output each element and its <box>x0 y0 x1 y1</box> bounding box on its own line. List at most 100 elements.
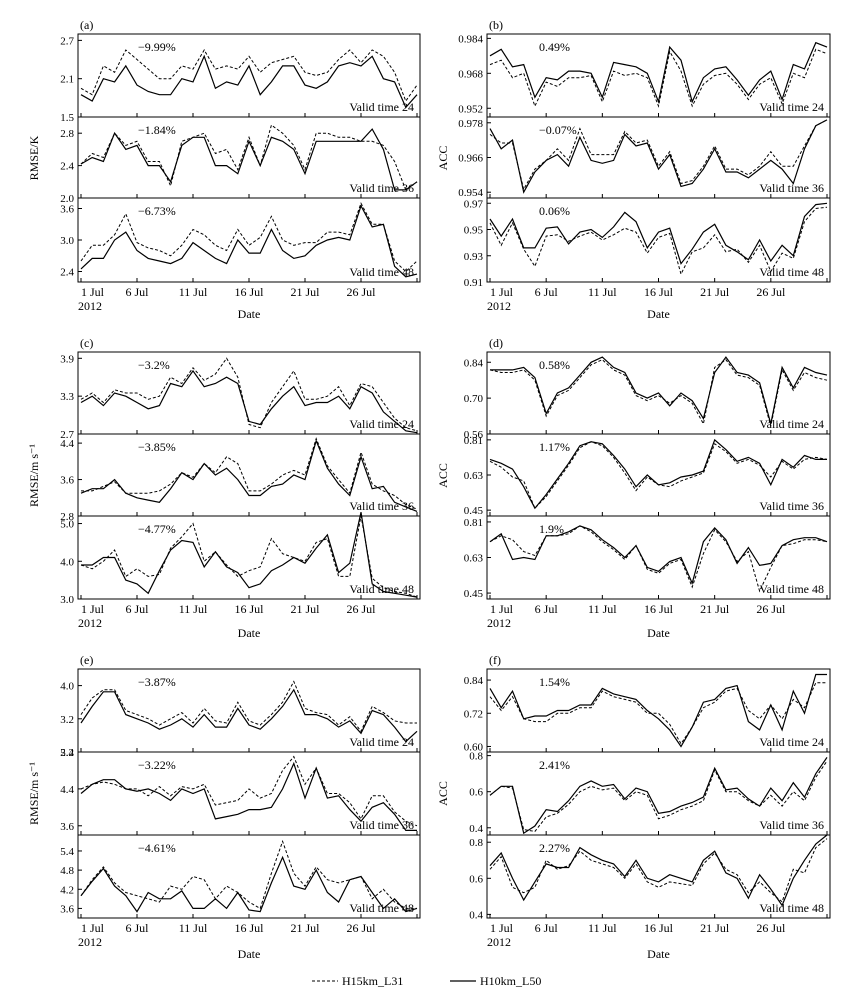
y-tick-label: 0.45 <box>464 588 484 600</box>
panel-label: (b) <box>489 18 503 32</box>
series-h15km-l31 <box>80 839 417 910</box>
y-axis-label: RMSE/m s⁻¹ <box>27 444 41 507</box>
x-tick-label: 16 Jul <box>644 602 674 616</box>
x-tick-label: 1 Jul <box>81 921 105 935</box>
series-h15km-l31 <box>80 202 418 273</box>
x-tick-label: 6 Jul <box>535 285 559 299</box>
y-tick-label: 3.3 <box>60 391 74 403</box>
series-h10km-l50 <box>489 757 828 835</box>
valid-time-label: Valid time 36 <box>349 818 414 832</box>
x-tick-label: 26 Jul <box>346 285 376 299</box>
x-year-label: 2012 <box>78 616 102 630</box>
valid-time-label: Valid time 48 <box>759 901 824 915</box>
series-h10km-l50 <box>489 673 827 748</box>
y-tick-label: 2.1 <box>60 74 74 86</box>
y-axis-label: ACC <box>436 463 450 488</box>
series-h15km-l31 <box>80 124 418 191</box>
change-annotation: 1.54% <box>539 675 570 689</box>
panel-a: (a) RMSE/K 2.7 2.1 1.5 −9.99% Valid time 24 2.8… <box>27 18 421 321</box>
series-h10km-l50 <box>81 512 418 598</box>
y-tick-label: 0.6 <box>469 787 483 799</box>
y-tick-label: 0.6 <box>469 873 483 885</box>
series-h15km-l31 <box>489 48 828 108</box>
y-tick-label: 3.0 <box>60 594 74 606</box>
y-axis-label: ACC <box>436 146 450 171</box>
y-tick-label: 2.8 <box>60 511 74 523</box>
y-tick-label: 3.6 <box>60 204 74 216</box>
y-axis-label: RMSE/m s⁻¹ <box>27 762 41 825</box>
x-axis-label: Date <box>238 307 261 321</box>
series-h10km-l50 <box>80 54 418 109</box>
subplot-1: 2.7 2.1 1.5 −9.99% Valid time 24 <box>60 33 421 124</box>
y-tick-label: 0.45 <box>464 505 484 517</box>
x-tick-label: 11 Jul <box>588 285 617 299</box>
y-tick-label: 0.81 <box>464 435 483 447</box>
x-tick-label: 26 Jul <box>756 602 786 616</box>
y-tick-label: 4.0 <box>60 681 74 693</box>
change-annotation: −1.84% <box>138 123 176 137</box>
y-tick-label: 3.6 <box>60 903 74 915</box>
subplot-3: 5.4 4.8 4.2 3.6 −4.61% Valid time 48 <box>60 834 421 919</box>
x-tick-label: 6 Jul <box>125 602 149 616</box>
y-tick-label: 0.63 <box>464 553 484 565</box>
y-axis-label: RMSE/K <box>27 135 41 180</box>
change-annotation: −3.85% <box>138 440 176 454</box>
change-annotation: −0.07% <box>539 123 577 137</box>
x-tick-label: 11 Jul <box>179 602 208 616</box>
y-tick-label: 4.0 <box>60 556 74 568</box>
x-tick-label: 11 Jul <box>588 921 617 935</box>
valid-time-label: Valid time 24 <box>759 735 824 749</box>
series-h10km-l50 <box>489 119 828 194</box>
y-tick-label: 0.70 <box>464 393 484 405</box>
valid-time-label: Valid time 24 <box>349 417 414 431</box>
legend: H15km_L31 H10km_L50 <box>312 974 541 988</box>
y-tick-label: 4.4 <box>60 784 74 796</box>
y-tick-label: 1.5 <box>60 112 74 124</box>
series-h10km-l50 <box>489 41 828 104</box>
y-tick-label: 2.7 <box>60 35 74 47</box>
change-annotation: 0.58% <box>539 358 570 372</box>
panel-label: (a) <box>80 18 93 32</box>
panels: (a) RMSE/K 2.7 2.1 1.5 −9.99% Valid time 24 2.8… <box>27 18 831 961</box>
y-tick-label: 0.952 <box>458 103 483 115</box>
y-tick-label: 0.4 <box>469 909 483 921</box>
x-tick-label: 6 Jul <box>125 921 149 935</box>
x-tick-label: 1 Jul <box>490 602 514 616</box>
x-year-label: 2012 <box>487 299 511 313</box>
x-tick-label: 16 Jul <box>644 921 674 935</box>
series-h15km-l31 <box>489 760 828 832</box>
series-h10km-l50 <box>489 202 828 265</box>
x-tick-label: 21 Jul <box>290 602 320 616</box>
x-year-label: 2012 <box>78 935 102 949</box>
x-tick-label: 21 Jul <box>290 921 320 935</box>
x-tick-label: 1 Jul <box>81 602 105 616</box>
change-annotation: 0.06% <box>539 204 570 218</box>
x-tick-label: 26 Jul <box>346 921 376 935</box>
y-tick-label: 0.4 <box>469 823 483 835</box>
subplot-1: 0.84 0.70 0.56 0.58% Valid time 24 <box>464 351 831 441</box>
panel-e: (e) RMSE/m s⁻¹ 4.0 3.2 2.4 −3.87% Valid time 2… <box>27 653 421 961</box>
change-annotation: −4.77% <box>138 522 176 536</box>
legend-dashed-label: H15km_L31 <box>342 974 403 988</box>
series-h15km-l31 <box>80 680 417 733</box>
y-tick-label: 3.2 <box>60 714 74 726</box>
change-annotation: −3.2% <box>138 358 170 372</box>
subplot-3: 3.6 3.0 2.4 −6.73% Valid time 48 <box>60 197 421 283</box>
series-h15km-l31 <box>80 49 418 103</box>
valid-time-label: Valid time 48 <box>349 265 414 279</box>
change-annotation: −9.99% <box>138 40 176 54</box>
y-tick-label: 3.6 <box>60 475 74 487</box>
subplot-2: 0.81 0.63 0.45 1.17% Valid time 36 <box>464 433 831 517</box>
series-h10km-l50 <box>489 834 828 907</box>
y-tick-label: 0.966 <box>458 153 483 165</box>
change-annotation: −6.73% <box>138 204 176 218</box>
valid-time-label: Valid time 24 <box>349 735 414 749</box>
x-tick-label: 16 Jul <box>234 602 264 616</box>
subplot-2: 5.2 4.4 3.6 −3.22% Valid time 36 <box>60 747 421 836</box>
series-h10km-l50 <box>80 761 417 832</box>
x-tick-label: 6 Jul <box>535 921 559 935</box>
subplot-1: 4.0 3.2 2.4 −3.87% Valid time 24 <box>60 668 421 759</box>
x-tick-label: 16 Jul <box>234 921 264 935</box>
